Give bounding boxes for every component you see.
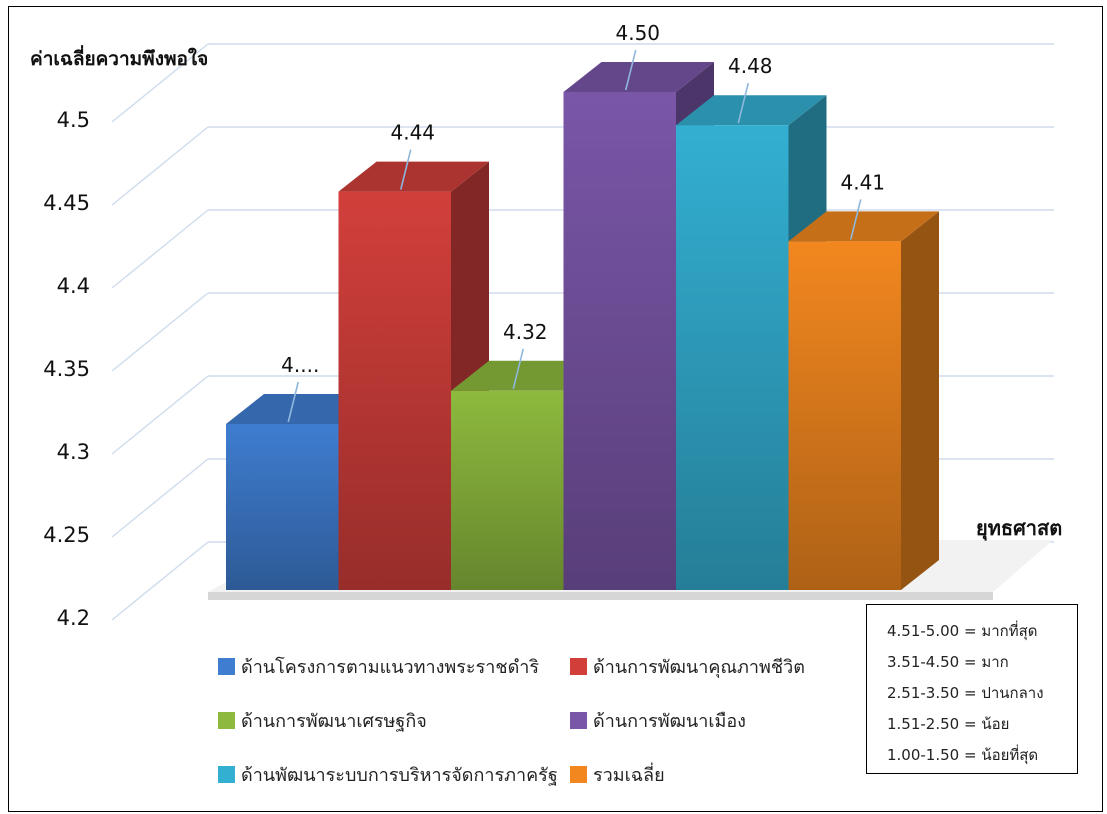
- y-tick-label: 4.45: [43, 191, 90, 215]
- data-label-leader: [512, 348, 525, 389]
- gridline-side: [111, 209, 209, 289]
- x-axis-title: ยุทธศาสต: [976, 516, 1063, 540]
- data-label-leader: [737, 83, 750, 124]
- data-label-leader: [849, 199, 862, 240]
- data-label-leader: [399, 149, 412, 190]
- legend-item-4: ด้านการพัฒนาเมือง: [570, 706, 746, 735]
- y-tick-label: 4.5: [56, 108, 90, 132]
- scale-row: 4.51-5.00 = มากที่สุด: [887, 622, 1038, 640]
- legend-swatch-2: [570, 658, 587, 675]
- bar-top: [788, 211, 939, 242]
- data-label: 4.50: [615, 21, 660, 45]
- bar: [788, 241, 901, 590]
- legend-label-5: ด้านพัฒนาระบบการบริหารจัดการภาครัฐ: [241, 765, 558, 786]
- legend-label-4: ด้านการพัฒนาเมือง: [593, 711, 746, 732]
- data-label-leader: [624, 49, 637, 91]
- gridline-side: [111, 458, 209, 538]
- legend-swatch-6: [570, 766, 587, 783]
- scale-row: 3.51-4.50 = มาก: [887, 653, 1009, 671]
- gridline-side: [111, 126, 209, 206]
- legend-swatch-3: [218, 712, 235, 729]
- legend-label-1: ด้านโครงการตามแนวทางพระราชดำริ: [241, 657, 540, 678]
- legend-label-2: ด้านการพัฒนาคุณภาพชีวิต: [593, 657, 805, 678]
- data-label-leader: [287, 381, 300, 423]
- y-axis-title: ค่าเฉลี่ยความพึงพอใจ: [30, 48, 209, 70]
- y-tick-label: 4.25: [43, 523, 90, 547]
- legend-swatch-4: [570, 712, 587, 729]
- data-label: 4....: [281, 353, 319, 377]
- data-label: 4.41: [840, 170, 885, 194]
- legend-swatch-1: [218, 658, 235, 675]
- y-tick-label: 4.4: [56, 274, 90, 298]
- gridline-side: [111, 375, 209, 455]
- rating-scale-box: 4.51-5.00 = มากที่สุด 3.51-4.50 = มาก 2.…: [866, 604, 1078, 774]
- legend-item-5: ด้านพัฒนาระบบการบริหารจัดการภาครัฐ: [218, 760, 558, 789]
- data-label: 4.48: [728, 54, 773, 78]
- y-tick-label: 4.3: [56, 440, 90, 464]
- legend-swatch-5: [218, 766, 235, 783]
- legend-item-1: ด้านโครงการตามแนวทางพระราชดำริ: [218, 652, 539, 681]
- scale-row: 2.51-3.50 = ปานกลาง: [887, 684, 1044, 702]
- floor-edge: [208, 592, 993, 600]
- bar-side: [901, 211, 939, 590]
- legend-label-6: รวมเฉลี่ย: [593, 765, 665, 786]
- data-label: 4.32: [503, 320, 548, 344]
- legend-item-2: ด้านการพัฒนาคุณภาพชีวิต: [570, 652, 805, 681]
- bar: [226, 424, 339, 590]
- scale-row: 1.51-2.50 = น้อย: [887, 715, 1010, 733]
- legend-item-3: ด้านการพัฒนาเศรษฐกิจ: [218, 706, 427, 735]
- bar-top: [338, 161, 489, 192]
- y-tick-label: 4.35: [43, 357, 90, 381]
- bar-top: [676, 95, 827, 126]
- legend-label-3: ด้านการพัฒนาเศรษฐกิจ: [241, 711, 427, 732]
- bar-top: [563, 62, 714, 92]
- bar: [338, 191, 451, 590]
- gridline-side: [111, 541, 209, 621]
- gridline-side: [111, 43, 209, 123]
- bar: [451, 390, 564, 590]
- data-label: 4.44: [390, 121, 435, 145]
- bar: [563, 92, 676, 590]
- gridline-side: [111, 292, 209, 372]
- bar: [676, 125, 789, 590]
- legend-item-6: รวมเฉลี่ย: [570, 760, 665, 789]
- scale-row: 1.00-1.50 = น้อยที่สุด: [887, 746, 1039, 764]
- y-tick-label: 4.2: [56, 606, 90, 630]
